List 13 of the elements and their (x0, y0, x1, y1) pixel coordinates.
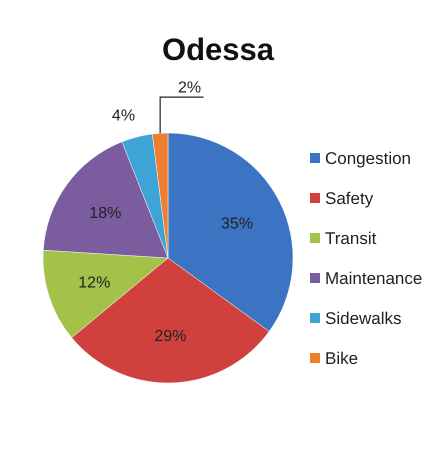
legend-label: Congestion (325, 148, 412, 168)
data-label: 2% (178, 80, 202, 97)
chart-title: Odessa (162, 32, 275, 67)
legend-label: Maintenance (325, 268, 422, 288)
legend-label: Bike (325, 348, 358, 368)
data-label: 29% (154, 328, 186, 346)
data-label: 35% (221, 215, 254, 232)
legend-label: Transit (325, 228, 377, 248)
legend-label: Sidewalks (325, 308, 402, 328)
data-label: 4% (112, 107, 136, 124)
legend-label: Safety (325, 188, 374, 208)
data-label: 12% (78, 274, 110, 292)
data-label: 18% (89, 205, 122, 222)
